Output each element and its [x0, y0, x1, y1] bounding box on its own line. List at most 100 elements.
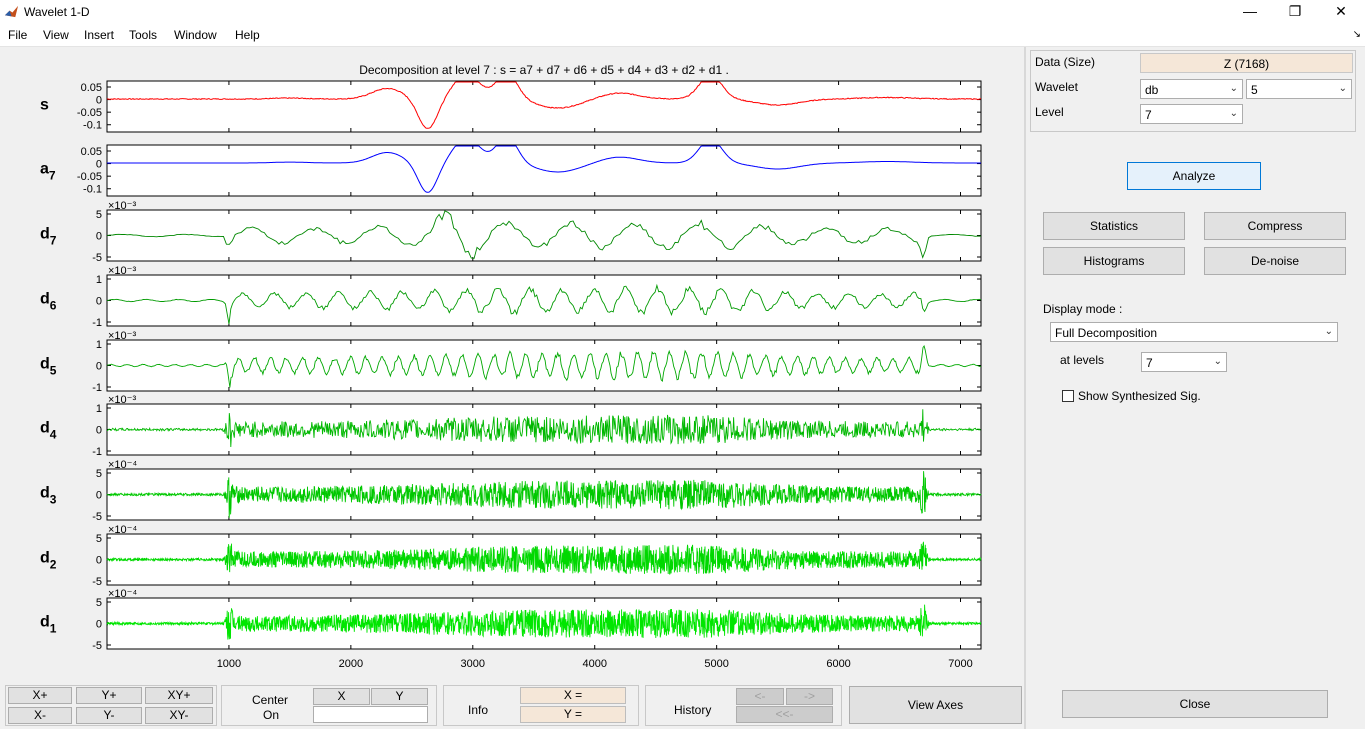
x-tick-label: 4000: [582, 658, 606, 670]
panel-label-subscript: 1: [50, 622, 57, 636]
chevron-down-icon: ⌄: [1213, 356, 1222, 367]
detail-d6-line: [106, 283, 982, 324]
data-size-label: Data (Size): [1035, 55, 1096, 69]
dock-arrow-icon[interactable]: ↘: [1352, 29, 1361, 40]
axes-d7[interactable]: [106, 209, 982, 262]
y-tick-label: 1: [96, 274, 102, 286]
chevron-down-icon: ⌄: [1324, 326, 1333, 337]
axes-d6[interactable]: [106, 274, 982, 327]
title-bar: Wavelet 1-D — ❐ ✕: [0, 0, 1365, 24]
x-plus-button[interactable]: X+: [8, 687, 72, 704]
level-select[interactable]: 7 ⌄: [1140, 104, 1243, 124]
center-on-input[interactable]: [313, 706, 428, 723]
compress-button[interactable]: Compress: [1204, 212, 1346, 240]
x-tick-label: 3000: [461, 658, 485, 670]
y-tick-label: -1: [92, 446, 102, 458]
approx-a7-line: [107, 145, 981, 193]
panel-label-d5: d5: [40, 356, 57, 378]
exponent-label: ×10⁻⁴: [108, 588, 137, 600]
show-synthesized-label: Show Synthesized Sig.: [1078, 389, 1201, 403]
histograms-button[interactable]: Histograms: [1043, 247, 1185, 275]
close-button[interactable]: Close: [1062, 690, 1328, 718]
y-tick-label: 1: [96, 339, 102, 351]
detail-d5-line: [106, 344, 982, 388]
menu-window[interactable]: Window: [174, 28, 217, 42]
center-x-button[interactable]: X: [313, 688, 370, 705]
menu-bar: File View Insert Tools Window Help ↘: [0, 24, 1365, 47]
panel-label-d7: d7: [40, 226, 57, 248]
denoise-button[interactable]: De-noise: [1204, 247, 1346, 275]
zoom-group: [5, 685, 217, 726]
y-tick-label: -0.05: [77, 171, 102, 183]
panel-label-subscript: 7: [49, 169, 56, 183]
info-x-field: X =: [520, 687, 626, 704]
figure-title: Decomposition at level 7 : s = a7 + d7 +…: [359, 63, 729, 77]
view-axes-button[interactable]: View Axes: [849, 686, 1022, 724]
level-label: Level: [1035, 105, 1064, 119]
y-tick-label: 0.05: [81, 82, 102, 94]
display-mode-select[interactable]: Full Decomposition ⌄: [1050, 322, 1338, 342]
y-tick-label: 5: [96, 597, 102, 609]
at-levels-select[interactable]: 7 ⌄: [1141, 352, 1227, 372]
detail-d7-line: [106, 210, 982, 259]
y-minus-button[interactable]: Y-: [76, 707, 142, 724]
y-plus-button[interactable]: Y+: [76, 687, 142, 704]
y-tick-label: 0: [96, 95, 102, 107]
axes-d5[interactable]: [106, 339, 982, 392]
chevron-down-icon: ⌄: [1229, 83, 1238, 94]
x-tick-label: 1000: [217, 658, 241, 670]
axes-d2[interactable]: [106, 533, 982, 586]
menu-tools[interactable]: Tools: [129, 28, 158, 42]
center-on-label-1: Center: [252, 693, 289, 707]
wavelet-family-select[interactable]: db ⌄: [1140, 79, 1243, 99]
xy-plus-button[interactable]: XY+: [145, 687, 213, 704]
detail-d3-line: [106, 471, 982, 518]
panel-label-d1: d1: [40, 614, 57, 636]
history-first-button[interactable]: <<-: [736, 706, 833, 723]
y-tick-label: -5: [92, 640, 102, 652]
y-tick-label: 0: [96, 490, 102, 502]
maximize-button[interactable]: ❐: [1288, 3, 1302, 19]
info-label: Info: [468, 703, 489, 717]
menu-insert[interactable]: Insert: [84, 28, 115, 42]
exponent-label: ×10⁻³: [108, 265, 136, 277]
statistics-button[interactable]: Statistics: [1043, 212, 1185, 240]
panel-label-s: s: [40, 97, 49, 114]
xy-minus-button[interactable]: XY-: [145, 707, 213, 724]
y-tick-label: -0.05: [77, 107, 102, 119]
y-tick-label: -5: [92, 252, 102, 264]
panel-label-subscript: 5: [50, 364, 57, 378]
x-minus-button[interactable]: X-: [8, 707, 72, 724]
y-tick-label: 0: [96, 231, 102, 243]
menu-file[interactable]: File: [8, 28, 28, 42]
minimize-button[interactable]: —: [1243, 3, 1257, 19]
y-tick-label: -5: [92, 576, 102, 588]
detail-d1-line: [106, 604, 982, 640]
center-on-label-2: On: [263, 708, 280, 722]
plot-area[interactable]: 0.050-0.05-0.1s0.050-0.05-0.1a750-5×10⁻³…: [0, 47, 1025, 682]
signal-s-line: [106, 81, 981, 129]
y-tick-label: 1: [96, 403, 102, 415]
history-next-button[interactable]: ->: [786, 688, 833, 705]
display-mode-value: Full Decomposition: [1055, 326, 1158, 340]
y-tick-label: 0: [96, 425, 102, 437]
menu-help[interactable]: Help: [235, 28, 260, 42]
y-tick-label: 0: [96, 296, 102, 308]
data-size-value: Z (7168): [1140, 53, 1353, 73]
analyze-button[interactable]: Analyze: [1127, 162, 1261, 190]
window-title: Wavelet 1-D: [24, 5, 90, 19]
close-window-button[interactable]: ✕: [1335, 3, 1347, 19]
x-tick-label: 5000: [704, 658, 728, 670]
data-group: [1030, 50, 1356, 132]
wavelet-order-select[interactable]: 5 ⌄: [1246, 79, 1352, 99]
center-y-button[interactable]: Y: [371, 688, 428, 705]
show-synthesized-checkbox[interactable]: [1062, 390, 1074, 402]
panel-label-subscript: 7: [50, 234, 57, 248]
y-tick-label: 0: [96, 159, 102, 171]
detail-d2-line: [106, 541, 982, 575]
info-y-field: Y =: [520, 706, 626, 723]
y-tick-label: 0: [96, 555, 102, 567]
wavelet-order-value: 5: [1251, 83, 1258, 97]
history-prev-button[interactable]: <-: [736, 688, 784, 705]
menu-view[interactable]: View: [43, 28, 69, 42]
